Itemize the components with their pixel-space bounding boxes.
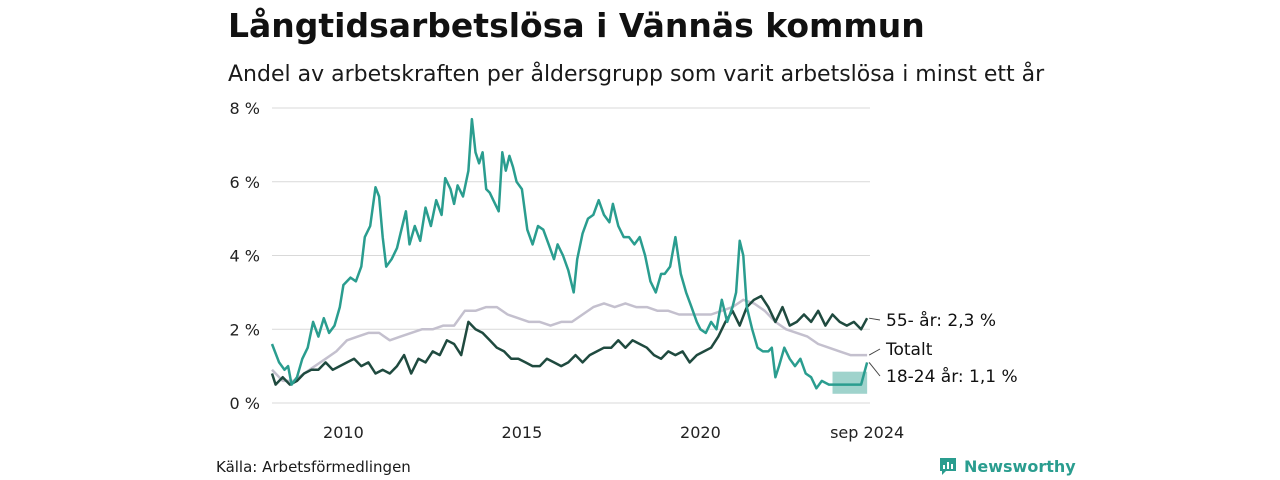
- chart-subtitle: Andel av arbetskraften per åldersgrupp s…: [228, 62, 1045, 87]
- newsworthy-icon: [940, 458, 956, 475]
- y-tick-label: 6 %: [230, 173, 260, 192]
- uncertainty-band: [832, 371, 868, 394]
- x-tick-label: 2020: [680, 423, 721, 442]
- confidence-band-layer: [832, 371, 868, 394]
- y-tick-label: 8 %: [230, 99, 260, 118]
- end-labels: 55- år: 2,3 % Totalt 18-24 år: 1,1 %: [868, 310, 1018, 387]
- end-label-total: Totalt: [885, 340, 933, 360]
- series-line-total: [271, 298, 868, 383]
- end-label-young: 18-24 år: 1,1 %: [886, 366, 1018, 387]
- end-label-leader-total: [868, 348, 881, 356]
- end-label-leader-young: [868, 362, 881, 377]
- source-note: Källa: Arbetsförmedlingen: [216, 458, 411, 476]
- brand-name: Newsworthy: [964, 456, 1076, 476]
- chart-title: Långtidsarbetslösa i Vännäs kommun: [228, 6, 925, 45]
- series-line-old: [270, 294, 869, 386]
- end-label-leader-old: [869, 317, 881, 321]
- gridlines: [272, 107, 870, 404]
- y-axis-ticks: 0 % 2 % 4 % 6 % 8 %: [230, 99, 260, 413]
- y-tick-label: 0 %: [230, 394, 260, 413]
- brand-logo: Newsworthy: [938, 456, 1076, 476]
- series-line-young: [270, 117, 869, 390]
- x-axis-ticks: 2010 2015 2020 sep 2024: [323, 423, 904, 442]
- y-tick-label: 2 %: [230, 320, 260, 339]
- x-tick-label: 2010: [323, 423, 364, 442]
- x-tick-label: 2015: [502, 423, 543, 442]
- end-label-old: 55- år: 2,3 %: [886, 310, 996, 331]
- x-tick-label: sep 2024: [830, 423, 904, 442]
- series-lines: [270, 117, 869, 390]
- y-tick-label: 4 %: [230, 247, 260, 266]
